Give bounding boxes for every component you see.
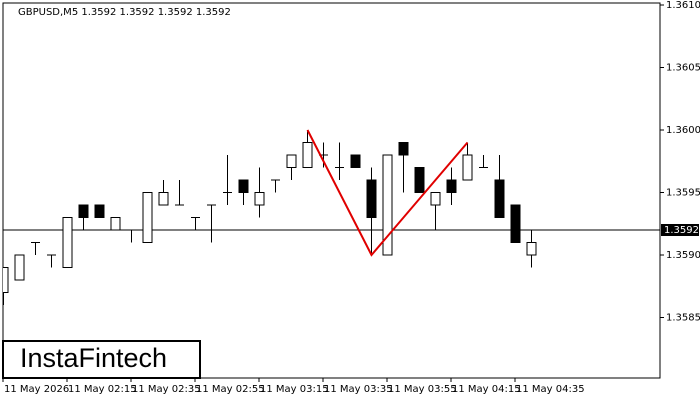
x-tick-label: 11 May 02:15 — [68, 384, 137, 395]
y-tick-label: 1.3605 — [666, 63, 700, 74]
candle-body — [366, 179, 377, 218]
candle-body — [462, 154, 473, 181]
candle-body — [414, 167, 425, 193]
candle-body — [254, 192, 265, 206]
y-tick-label: 1.3585 — [666, 313, 700, 324]
candle-body — [142, 192, 153, 243]
candle-body — [302, 142, 313, 168]
logo-box — [2, 340, 201, 379]
chart-title: GBPUSD,M5 1.3592 1.3592 1.3592 1.3592 — [18, 7, 231, 18]
y-tick-label: 1.3610 — [666, 0, 700, 11]
candle-body — [446, 179, 457, 193]
candle-body — [526, 242, 537, 256]
current-price-label: 1.3592 — [664, 225, 699, 236]
plot-frame — [2, 2, 661, 379]
x-tick-label: 11 May 04:15 — [452, 384, 521, 395]
x-tick-label: 11 May 02:55 — [196, 384, 265, 395]
candle-body — [398, 142, 409, 156]
candle-body — [3, 267, 9, 293]
plot-area — [3, 129, 660, 305]
candle-body — [350, 154, 361, 168]
x-tick-label: 11 May 02:35 — [132, 384, 201, 395]
candle-body — [382, 154, 393, 256]
candle-body — [110, 217, 121, 231]
y-tick-label: 1.3595 — [666, 188, 700, 199]
candle-body — [494, 179, 505, 218]
current-price-box — [661, 224, 699, 236]
y-tick-label: 1.3600 — [666, 125, 700, 136]
candle-body — [510, 204, 521, 243]
x-tick-label: 11 May 03:15 — [260, 384, 329, 395]
pattern-line — [306, 129, 469, 257]
x-tick-label: 11 May 03:35 — [324, 384, 393, 395]
x-tick-label: 11 May 03:55 — [388, 384, 457, 395]
candle-body — [94, 204, 105, 218]
candle-body — [238, 179, 249, 193]
candle-body — [78, 204, 89, 218]
x-tick-label: 11 May 04:35 — [516, 384, 585, 395]
logo: InstaFintech — [20, 343, 167, 373]
candle-body — [14, 254, 25, 281]
candle-body — [430, 192, 441, 206]
candle-body — [286, 154, 297, 168]
candle-body — [62, 217, 73, 268]
x-tick-label: 11 May 2026 — [4, 384, 69, 395]
y-tick-label: 1.3590 — [666, 250, 700, 261]
candle-body — [158, 192, 169, 206]
